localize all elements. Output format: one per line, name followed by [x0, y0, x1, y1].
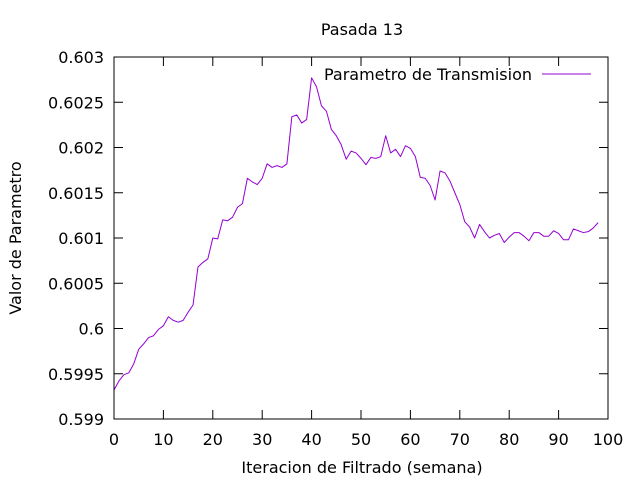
y-tick-label: 0.5995 — [48, 365, 104, 384]
x-tick-label: 80 — [499, 430, 519, 449]
y-tick-label: 0.603 — [58, 48, 104, 67]
legend-label: Parametro de Transmision — [324, 65, 532, 84]
x-tick-label: 40 — [301, 430, 321, 449]
axis-ticks: 0 10 20 30 40 50 60 70 80 90 100 0.599 0.5995 0.6 0.60… — [48, 48, 623, 449]
y-tick-label: 0.6 — [79, 320, 104, 339]
x-tick-label: 50 — [351, 430, 371, 449]
y-tick-label: 0.599 — [58, 410, 104, 429]
x-tick-label: 30 — [252, 430, 272, 449]
x-tick-label: 20 — [203, 430, 223, 449]
y-axis-label: Valor de Parametro — [6, 161, 25, 314]
chart-title: Pasada 13 — [321, 20, 403, 39]
series-line-0 — [113, 77, 599, 391]
x-tick-label: 10 — [153, 430, 173, 449]
y-tick-label: 0.6015 — [48, 184, 104, 203]
series-layer — [113, 77, 599, 391]
x-axis-label: Iteracion de Filtrado (semana) — [241, 458, 482, 477]
y-tick-label: 0.601 — [58, 229, 104, 248]
x-tick-label: 70 — [450, 430, 470, 449]
x-tick-label: 0 — [109, 430, 119, 449]
y-tick-label: 0.6005 — [48, 274, 104, 293]
y-tick-label: 0.602 — [58, 139, 104, 158]
y-tick-label: 0.6025 — [48, 93, 104, 112]
x-tick-label: 90 — [548, 430, 568, 449]
x-tick-label: 60 — [400, 430, 420, 449]
plot-frame — [113, 56, 609, 420]
legend: Parametro de Transmision — [324, 65, 591, 84]
x-tick-label: 100 — [593, 430, 624, 449]
